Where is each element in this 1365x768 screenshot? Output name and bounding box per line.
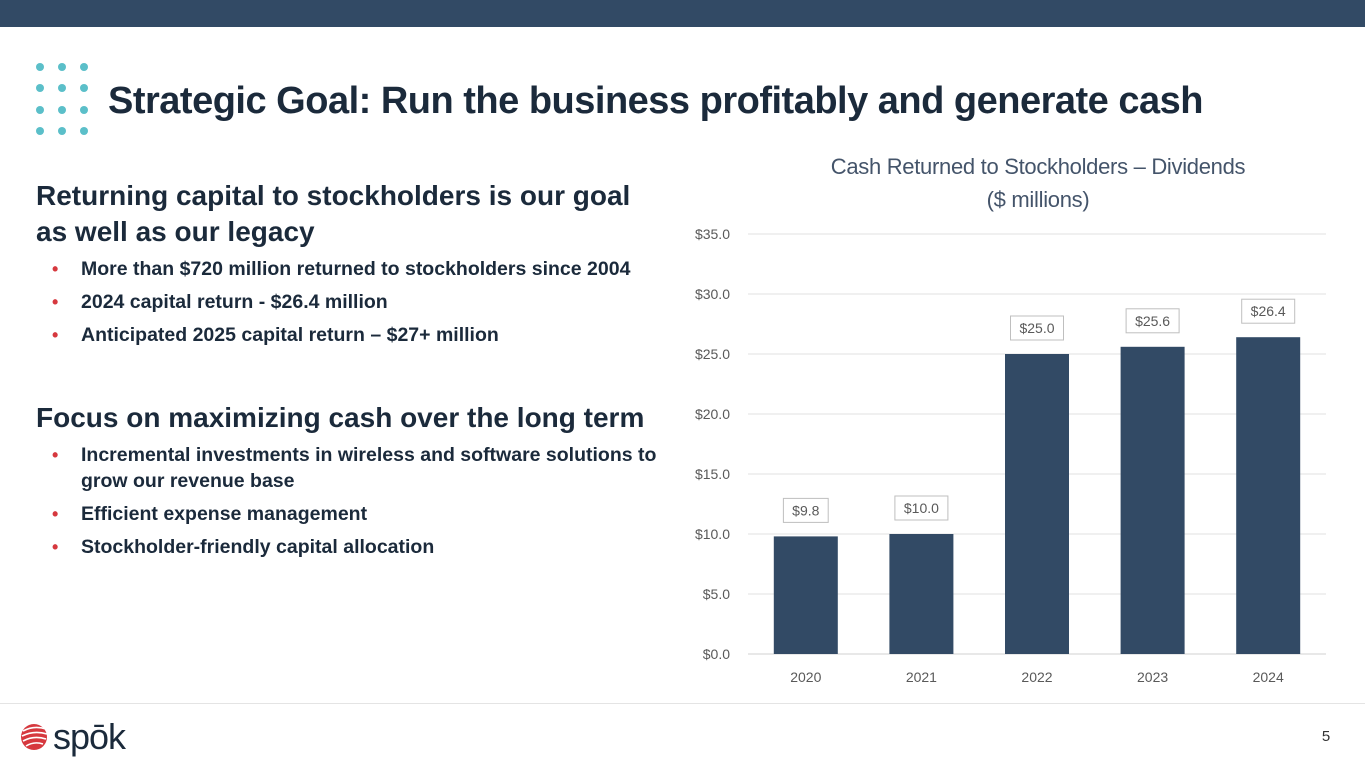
bar-chart: $0.0 $5.0 $10.0 $15.0 $20.0 $25.0 $30.0 $35.0 $9… [695,226,1326,685]
bullet-list: • More than $720 million returned to stoc… [36,256,666,348]
spok-logo-icon [21,724,48,750]
list-item-text: More than $720 million returned to stock… [81,258,631,280]
section-heading: Focus on maximizing cash over the long t… [36,402,645,433]
bullet-icon: • [52,259,59,279]
list-item: • Incremental investments in wireless and… [36,442,666,494]
bullet-icon: • [52,292,59,312]
x-tick-label: 2021 [906,669,937,685]
chart-subtitle: ($ millions) [986,187,1090,212]
list-item-text: Incremental investments in wireless and … [81,444,657,492]
bullet-icon: • [52,445,59,465]
data-label-box [1010,315,1064,341]
bar [773,536,838,654]
data-label: $9.8 [792,502,819,518]
bar [889,534,954,654]
logo-text: spōk [53,716,126,757]
spok-logo: spōk [19,715,139,759]
x-tick-label: 2022 [1021,669,1052,685]
decorative-dots-icon [36,63,92,137]
data-label: $26.4 [1251,303,1286,319]
section-capital-return: Returning capital to stockholders is our… [36,178,666,348]
x-tick-label: 2020 [790,669,821,685]
left-content: Returning capital to stockholders is our… [36,178,666,567]
data-label-box [782,497,829,523]
list-item: • Efficient expense management [36,501,666,527]
y-tick-label: $25.0 [695,346,730,362]
bullet-icon: • [52,537,59,557]
data-label-box [1241,298,1296,324]
section-heading: Returning capital to stockholders is our… [36,180,631,247]
top-bar [0,0,1365,27]
y-tick-label: $5.0 [703,586,730,602]
footer-divider [0,703,1365,704]
bar [1005,354,1069,654]
bar [1236,337,1301,654]
list-item-text: Stockholder-friendly capital allocation [81,536,435,558]
x-tick-label: 2024 [1253,669,1284,685]
data-label: $25.6 [1135,313,1170,329]
bullet-list: • Incremental investments in wireless and… [36,442,666,560]
y-tick-label: $0.0 [703,646,730,662]
y-tick-label: $30.0 [695,286,730,302]
data-label-box [1125,308,1180,334]
list-item-text: Efficient expense management [81,503,368,525]
list-item: • Anticipated 2025 capital return – $27+ … [36,322,666,348]
section-cash-focus: Focus on maximizing cash over the long t… [36,400,666,560]
data-label-box [894,495,949,521]
page-number: 5 [1321,728,1331,745]
list-item: • Stockholder-friendly capital allocation [36,534,666,560]
page-title: Strategic Goal: Run the business profita… [108,80,1203,122]
y-tick-label: $10.0 [695,526,730,542]
bullet-icon: • [52,504,59,524]
list-item: • More than $720 million returned to stoc… [36,256,666,282]
list-item: • 2024 capital return - $26.4 million [36,289,666,315]
chart-title: Cash Returned to Stockholders – Dividend… [830,154,1246,179]
data-label: $25.0 [1019,320,1054,336]
chart-title-block: Cash Returned to Stockholders – Dividend… [748,150,1328,216]
x-tick-label: 2023 [1137,669,1168,685]
list-item-text: Anticipated 2025 capital return – $27+ m… [81,324,499,346]
y-tick-label: $35.0 [695,226,730,242]
y-tick-label: $15.0 [695,466,730,482]
bullet-icon: • [52,325,59,345]
list-item-text: 2024 capital return - $26.4 million [81,291,388,313]
y-tick-label: $20.0 [695,406,730,422]
data-label: $10.0 [904,500,939,516]
bar [1120,346,1185,654]
